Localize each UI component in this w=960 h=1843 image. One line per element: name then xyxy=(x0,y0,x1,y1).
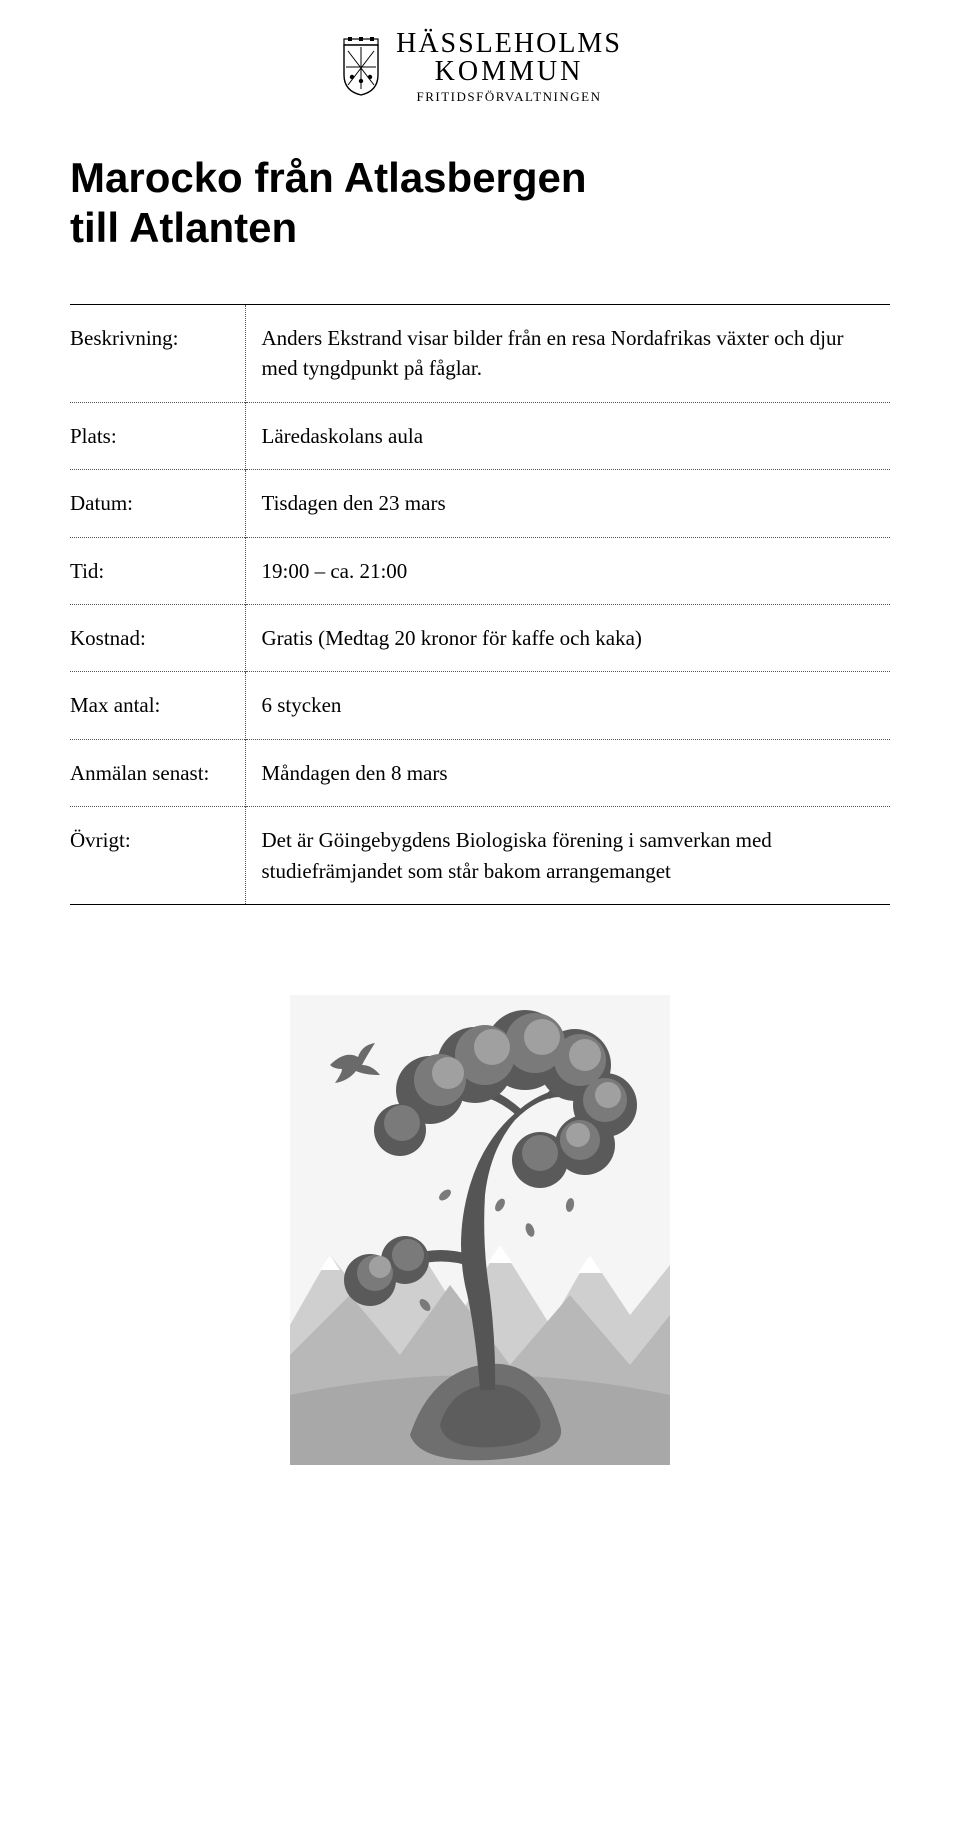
row-value: 6 stycken xyxy=(245,672,890,739)
org-department: FRITIDSFÖRVALTNINGEN xyxy=(417,90,602,103)
row-value: Gratis (Medtag 20 kronor för kaffe och k… xyxy=(245,604,890,671)
title-line-1: Marocko från Atlasbergen xyxy=(70,154,587,201)
table-row: Kostnad: Gratis (Medtag 20 kronor för ka… xyxy=(70,604,890,671)
org-name-line1: HÄSSLEHOLMS xyxy=(396,30,622,58)
row-value: Läredaskolans aula xyxy=(245,402,890,469)
row-label: Datum: xyxy=(70,470,245,537)
illustration-container xyxy=(70,995,890,1465)
row-label: Tid: xyxy=(70,537,245,604)
row-value: 19:00 – ca. 21:00 xyxy=(245,537,890,604)
table-row: Beskrivning: Anders Ekstrand visar bilde… xyxy=(70,304,890,402)
org-header: HÄSSLEHOLMS KOMMUN FRITIDSFÖRVALTNINGEN xyxy=(70,30,890,103)
row-label: Max antal: xyxy=(70,672,245,739)
table-row: Tid: 19:00 – ca. 21:00 xyxy=(70,537,890,604)
tree-illustration xyxy=(290,995,670,1465)
org-text: HÄSSLEHOLMS KOMMUN FRITIDSFÖRVALTNINGEN xyxy=(396,30,622,103)
row-label: Kostnad: xyxy=(70,604,245,671)
title-line-2: till Atlanten xyxy=(70,204,297,251)
info-table: Beskrivning: Anders Ekstrand visar bilde… xyxy=(70,304,890,905)
table-row: Anmälan senast: Måndagen den 8 mars xyxy=(70,739,890,806)
crest-icon xyxy=(338,37,384,97)
table-row: Datum: Tisdagen den 23 mars xyxy=(70,470,890,537)
page-title: Marocko från Atlasbergen till Atlanten xyxy=(70,153,890,254)
table-row: Max antal: 6 stycken xyxy=(70,672,890,739)
table-row: Övrigt: Det är Göingebygdens Biologiska … xyxy=(70,807,890,905)
org-name-line2: KOMMUN xyxy=(435,58,584,86)
row-label: Plats: xyxy=(70,402,245,469)
row-value: Tisdagen den 23 mars xyxy=(245,470,890,537)
row-label: Anmälan senast: xyxy=(70,739,245,806)
row-value: Anders Ekstrand visar bilder från en res… xyxy=(245,304,890,402)
row-label: Beskrivning: xyxy=(70,304,245,402)
row-label: Övrigt: xyxy=(70,807,245,905)
row-value: Det är Göingebygdens Biologiska förening… xyxy=(245,807,890,905)
table-row: Plats: Läredaskolans aula xyxy=(70,402,890,469)
row-value: Måndagen den 8 mars xyxy=(245,739,890,806)
